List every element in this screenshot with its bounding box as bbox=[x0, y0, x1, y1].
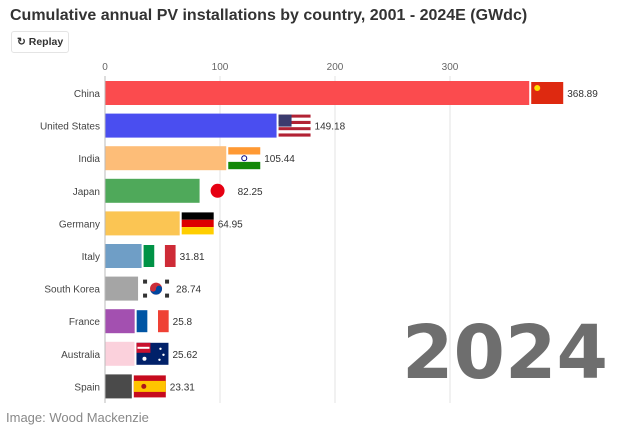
bar-row: Australia 25.62 bbox=[61, 341, 198, 366]
bar bbox=[105, 374, 132, 399]
replay-icon: ↻ bbox=[17, 36, 26, 48]
flag-it-icon bbox=[143, 245, 176, 267]
bar bbox=[105, 81, 530, 105]
x-tick-label: 0 bbox=[102, 62, 108, 73]
bar-row: United States 149.18 bbox=[40, 113, 346, 138]
image-credit: Image: Wood Mackenzie bbox=[6, 410, 149, 425]
bar-row: Spain 23.31 bbox=[74, 374, 195, 399]
bar bbox=[105, 309, 135, 334]
flag-de-icon bbox=[181, 212, 214, 235]
value-label: 25.62 bbox=[172, 350, 197, 361]
value-label: 64.95 bbox=[218, 219, 243, 230]
category-label: United States bbox=[40, 122, 100, 133]
value-label: 23.31 bbox=[170, 382, 195, 393]
year-label: 2024 bbox=[402, 310, 608, 396]
category-label: India bbox=[78, 154, 100, 165]
bar bbox=[105, 113, 277, 138]
bar-row: India 105.44 bbox=[78, 146, 295, 171]
bar-row: South Korea 28.74 bbox=[44, 276, 202, 301]
bar-row: France 25.8 bbox=[69, 309, 193, 334]
category-label: Japan bbox=[73, 187, 100, 198]
category-label: France bbox=[69, 317, 101, 328]
value-label: 31.81 bbox=[180, 252, 205, 263]
category-label: Spain bbox=[74, 382, 100, 393]
value-label: 82.25 bbox=[238, 187, 263, 198]
chart-title: Cumulative annual PV installations by co… bbox=[10, 7, 528, 24]
flag-jp-icon bbox=[210, 183, 225, 198]
bar bbox=[105, 146, 227, 171]
bar-row: Germany 64.95 bbox=[59, 211, 243, 236]
value-label: 149.18 bbox=[315, 122, 346, 133]
replay-button[interactable]: ↻ Replay bbox=[11, 31, 70, 53]
x-tick-label: 200 bbox=[327, 62, 344, 73]
value-label: 105.44 bbox=[264, 154, 295, 165]
flag-in-icon bbox=[228, 147, 261, 170]
category-label: China bbox=[74, 89, 101, 100]
replay-label: Replay bbox=[28, 36, 64, 48]
category-label: Germany bbox=[59, 219, 100, 230]
x-tick-label: 100 bbox=[212, 62, 229, 73]
value-label: 368.89 bbox=[567, 89, 598, 100]
bar-row: Japan 82.25 bbox=[73, 178, 263, 203]
bar-row: Italy 31.81 bbox=[82, 244, 205, 268]
bar bbox=[105, 244, 142, 268]
flag-kr-icon bbox=[143, 279, 170, 298]
flag-au-icon bbox=[136, 342, 169, 365]
x-tick-label: 300 bbox=[442, 62, 459, 73]
flag-es-icon bbox=[133, 375, 166, 398]
bar-row: China 368.89 bbox=[74, 81, 598, 105]
bar bbox=[105, 341, 135, 366]
bar bbox=[105, 211, 180, 236]
flag-cn-icon bbox=[531, 82, 564, 104]
value-label: 25.8 bbox=[173, 317, 193, 328]
category-label: Italy bbox=[82, 252, 100, 263]
value-label: 28.74 bbox=[176, 285, 201, 296]
bar bbox=[105, 178, 200, 203]
flag-us-icon bbox=[278, 114, 311, 137]
category-label: Australia bbox=[61, 350, 100, 361]
flag-fr-icon bbox=[136, 310, 169, 333]
category-label: South Korea bbox=[44, 285, 100, 296]
bar bbox=[105, 276, 139, 301]
